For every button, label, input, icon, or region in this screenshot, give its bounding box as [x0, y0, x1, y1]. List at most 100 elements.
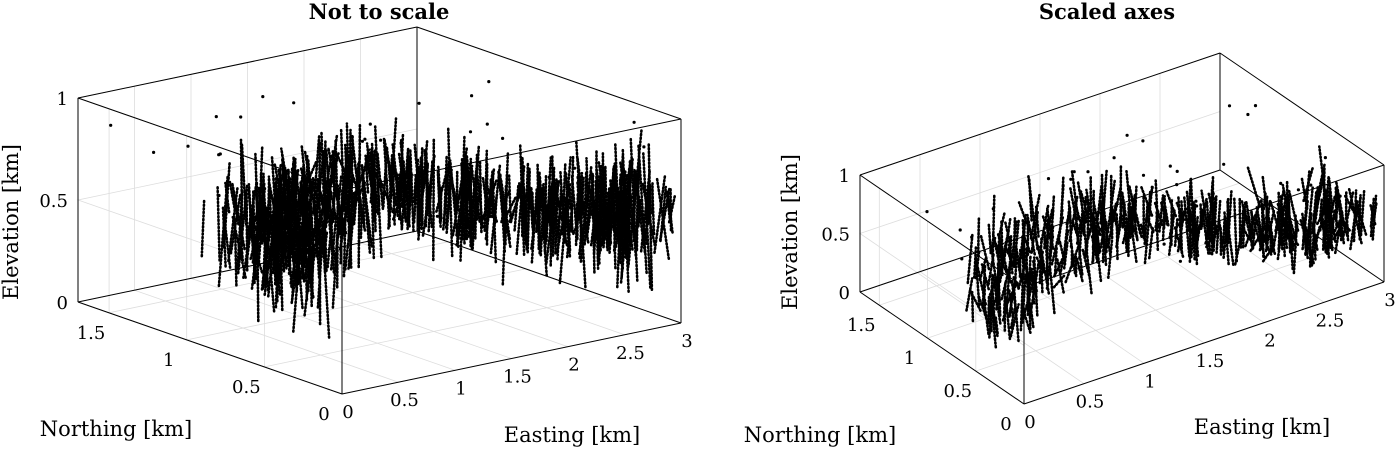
data-trace — [304, 249, 315, 299]
data-trace — [669, 185, 673, 232]
y-axis-label: Northing [km] — [744, 423, 896, 447]
data-point — [1175, 169, 1179, 173]
data-trace — [965, 277, 974, 312]
data-trace — [1233, 197, 1238, 263]
box-edge — [859, 52, 1221, 176]
x-tick-label: 1 — [1144, 371, 1155, 392]
data-point — [547, 175, 551, 179]
data-point — [1198, 225, 1202, 229]
data-trace — [227, 187, 239, 263]
data-trace — [1189, 176, 1196, 261]
data-trace — [1330, 194, 1337, 214]
data-trace — [603, 164, 609, 249]
data-trace — [1254, 200, 1262, 218]
data-point — [1141, 173, 1146, 177]
data-trace — [270, 225, 277, 276]
data-trace — [611, 199, 616, 229]
data-point — [468, 130, 473, 134]
data-trace — [1008, 247, 1014, 275]
data-trace — [385, 146, 393, 197]
data-trace — [400, 146, 410, 231]
data-point — [1246, 112, 1250, 117]
data-trace — [1312, 220, 1325, 244]
data-trace — [620, 193, 634, 260]
data-trace — [326, 178, 338, 219]
data-trace — [542, 186, 546, 240]
data-trace — [641, 150, 652, 289]
data-trace — [1282, 228, 1286, 258]
data-point — [1338, 194, 1342, 198]
data-point — [319, 147, 323, 151]
data-point — [1141, 139, 1145, 143]
data-trace — [1294, 212, 1298, 236]
data-trace — [574, 196, 584, 224]
y-tick-label: 0 — [318, 404, 329, 425]
data-trace — [245, 192, 249, 272]
data-point — [1069, 244, 1073, 248]
point-cloud — [925, 104, 1378, 349]
data-point — [1178, 259, 1182, 263]
data-trace — [391, 154, 396, 226]
data-trace — [378, 178, 395, 214]
data-trace — [1069, 236, 1077, 275]
data-trace — [1264, 209, 1276, 253]
data-point — [109, 123, 113, 127]
data-trace — [318, 180, 322, 326]
data-point — [239, 115, 243, 119]
data-trace — [300, 144, 310, 210]
data-trace — [1154, 217, 1165, 232]
data-point — [316, 204, 320, 208]
data-trace — [507, 173, 513, 222]
z-tick-label: 0 — [57, 293, 68, 314]
data-trace — [1183, 196, 1191, 258]
data-trace — [1260, 203, 1265, 259]
data-trace — [565, 203, 574, 259]
data-point — [1086, 170, 1090, 174]
data-trace — [1013, 218, 1021, 267]
data-point — [1177, 223, 1181, 227]
data-point — [485, 122, 489, 126]
data-trace — [250, 196, 262, 237]
data-trace — [1205, 228, 1219, 249]
data-point — [1323, 156, 1327, 160]
data-trace — [1250, 210, 1255, 239]
data-trace — [618, 177, 628, 218]
data-point — [292, 101, 296, 105]
data-trace — [382, 137, 391, 228]
box-edge — [416, 26, 682, 120]
x-tick-label: 1.5 — [1196, 351, 1225, 372]
data-trace — [1125, 170, 1135, 238]
data-trace — [1034, 205, 1040, 238]
data-trace — [1131, 234, 1138, 264]
data-trace — [1010, 279, 1018, 313]
data-trace — [1076, 180, 1086, 221]
data-point — [186, 144, 190, 148]
data-trace — [1000, 255, 1014, 301]
data-trace — [520, 155, 529, 251]
data-trace — [988, 299, 993, 333]
data-trace — [974, 256, 981, 307]
data-trace — [1192, 203, 1197, 240]
data-trace — [1091, 195, 1102, 237]
data-trace — [1060, 174, 1065, 220]
data-point — [500, 187, 504, 191]
data-trace — [1335, 223, 1343, 236]
data-point — [368, 122, 372, 126]
data-trace — [459, 135, 466, 262]
data-trace — [392, 167, 401, 192]
data-point — [1194, 199, 1198, 203]
data-trace — [343, 190, 356, 271]
data-trace — [1334, 180, 1347, 232]
data-trace — [331, 231, 339, 309]
data-point — [572, 166, 577, 170]
data-point — [372, 153, 376, 157]
data-trace — [257, 209, 264, 264]
y-tick-label: 1 — [163, 350, 174, 371]
data-trace — [450, 180, 461, 212]
y-tick-label: 0.5 — [232, 377, 261, 398]
y-tick-label: 1.5 — [77, 323, 106, 344]
data-trace — [397, 132, 405, 221]
data-point — [1309, 183, 1313, 187]
data-trace — [653, 174, 667, 254]
data-trace — [1245, 201, 1252, 226]
